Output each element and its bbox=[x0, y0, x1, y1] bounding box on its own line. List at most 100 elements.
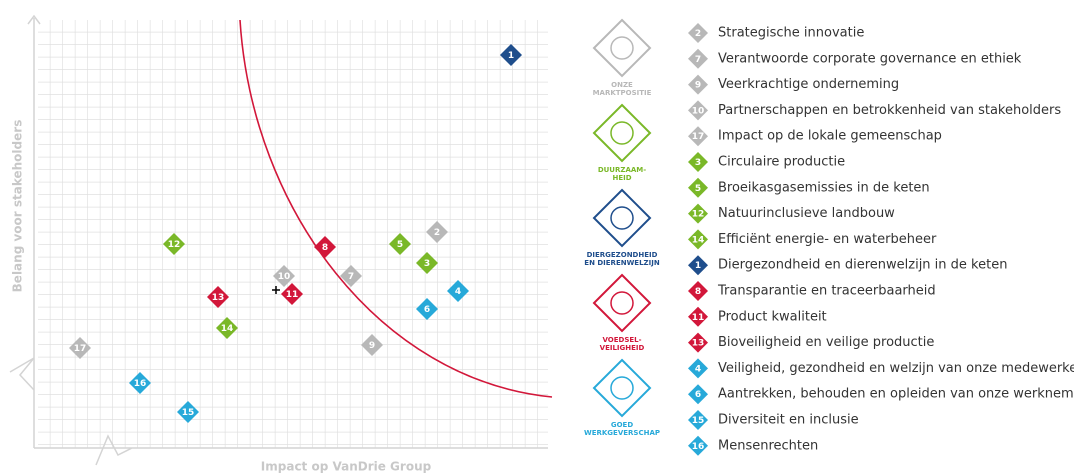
legend-marker bbox=[688, 152, 708, 172]
theme-icon-face bbox=[610, 36, 634, 60]
theme-icon bbox=[592, 358, 652, 418]
legend-text: Efficiënt energie- en waterbeheer bbox=[718, 232, 937, 247]
legend-marker bbox=[688, 48, 708, 69]
legend-text: Product kwaliteit bbox=[718, 309, 827, 324]
legend-text: Verantwoorde corporate governance en eth… bbox=[718, 51, 1022, 66]
legend-marker bbox=[688, 203, 708, 224]
legend-text: Bioveiligheid en veilige productie bbox=[718, 335, 934, 350]
legend-text: Diergezondheid en dierenwelzijn in de ke… bbox=[718, 258, 1007, 273]
y-axis bbox=[27, 14, 41, 448]
theme-icon-face bbox=[610, 121, 634, 145]
topic-number: 5 bbox=[397, 240, 403, 250]
topic-marker bbox=[273, 265, 295, 287]
x-axis bbox=[34, 434, 548, 466]
topic-marker bbox=[447, 280, 469, 302]
legend-number: 3 bbox=[695, 158, 701, 168]
topic-marker bbox=[69, 337, 91, 359]
theme-label: ONZE bbox=[611, 81, 633, 89]
legend-number: 1 bbox=[695, 261, 701, 271]
x-axis-label: Impact op VanDrie Group bbox=[261, 460, 432, 474]
theme-icon bbox=[592, 273, 652, 333]
legend-marker bbox=[688, 126, 708, 147]
topic-number: 8 bbox=[322, 243, 328, 253]
legend-marker bbox=[688, 74, 708, 95]
topic-marker bbox=[177, 401, 199, 423]
legend-number: 10 bbox=[692, 106, 705, 116]
topic-marker bbox=[281, 283, 303, 305]
topic-marker bbox=[340, 265, 362, 287]
legend-number: 11 bbox=[692, 313, 705, 323]
legend-text: Aantrekken, behouden en opleiden van onz… bbox=[718, 387, 1074, 402]
legend-text: Circulaire productie bbox=[718, 155, 845, 170]
axis-break bbox=[9, 357, 35, 391]
theme-label: VEILIGHEID bbox=[600, 344, 645, 352]
topic-marker bbox=[216, 317, 238, 339]
legend-number: 15 bbox=[692, 416, 705, 426]
legend-marker bbox=[688, 100, 708, 121]
legend-text: Veiligheid, gezondheid en welzijn van on… bbox=[718, 361, 1074, 376]
topic-number: 13 bbox=[212, 293, 225, 303]
theme-icon bbox=[592, 103, 652, 163]
legend-text: Mensenrechten bbox=[718, 438, 818, 453]
theme-icon bbox=[592, 188, 652, 248]
legend-marker bbox=[688, 306, 708, 327]
topic-marker bbox=[314, 236, 336, 258]
legend-marker bbox=[688, 410, 708, 430]
theme-label: WERKGEVERSCHAP bbox=[584, 429, 660, 437]
theme-icon-face bbox=[610, 376, 634, 400]
topic-marker bbox=[129, 372, 151, 394]
legend-number: 13 bbox=[692, 339, 705, 349]
grid bbox=[38, 20, 548, 448]
legend-marker bbox=[688, 229, 708, 250]
legend-number: 6 bbox=[695, 390, 701, 400]
topic-number: 10 bbox=[278, 272, 291, 282]
legend-text: Transparantie en traceerbaarheid bbox=[717, 284, 936, 299]
legend-number: 17 bbox=[692, 132, 705, 142]
legend-number: 12 bbox=[692, 210, 705, 220]
theme-label: VOEDSEL- bbox=[602, 336, 641, 344]
topic-number: 14 bbox=[221, 324, 234, 334]
legend-text: Broeikasgasemissies in de keten bbox=[718, 180, 930, 195]
topic-marker bbox=[416, 252, 438, 274]
legend-text: Impact op de lokale gemeenschap bbox=[718, 129, 942, 144]
legend-marker bbox=[688, 384, 708, 405]
legend-number: 16 bbox=[692, 442, 705, 452]
theme-icon-face bbox=[610, 291, 634, 315]
topic-marker bbox=[426, 221, 448, 243]
legend-marker bbox=[688, 281, 708, 301]
theme-label: DUURZAAM- bbox=[598, 166, 646, 174]
theme-icon bbox=[592, 18, 652, 78]
legend-text: Diversiteit en inclusie bbox=[718, 413, 859, 428]
legend-number: 14 bbox=[692, 235, 705, 245]
topic-marker bbox=[416, 298, 438, 320]
topic-number: 6 bbox=[424, 305, 430, 315]
legend-number: 8 bbox=[695, 287, 701, 297]
topic-marker bbox=[163, 233, 185, 255]
theme-label: EN DIERENWELZIJN bbox=[584, 259, 660, 267]
topic-number: 3 bbox=[424, 259, 430, 269]
topic-number: 4 bbox=[455, 287, 461, 297]
topic-number: 9 bbox=[369, 341, 375, 351]
topic-number: 17 bbox=[74, 344, 87, 354]
legend-number: 7 bbox=[695, 55, 701, 65]
legend-text: Natuurinclusieve landbouw bbox=[718, 206, 895, 221]
legend-marker bbox=[688, 23, 708, 43]
topic-marker bbox=[207, 286, 229, 308]
theme-label: MARKTPOSITIE bbox=[593, 89, 652, 97]
topic-marker bbox=[389, 233, 411, 255]
threshold-curve bbox=[239, 19, 553, 398]
legend-number: 9 bbox=[695, 81, 701, 91]
legend-number: 5 bbox=[695, 184, 701, 194]
theme-icon-face bbox=[610, 206, 634, 230]
origin-cross bbox=[272, 286, 280, 294]
theme-label: GOED bbox=[611, 421, 633, 429]
legend-marker bbox=[688, 332, 708, 353]
topic-marker bbox=[361, 334, 383, 356]
y-axis-label: Belang voor stakeholders bbox=[11, 120, 25, 293]
theme-label: HEID bbox=[612, 174, 631, 182]
topic-number: 2 bbox=[434, 228, 440, 238]
legend-marker bbox=[688, 358, 708, 379]
topic-number: 11 bbox=[286, 290, 299, 300]
theme-label: DIERGEZONDHEID bbox=[587, 251, 658, 259]
